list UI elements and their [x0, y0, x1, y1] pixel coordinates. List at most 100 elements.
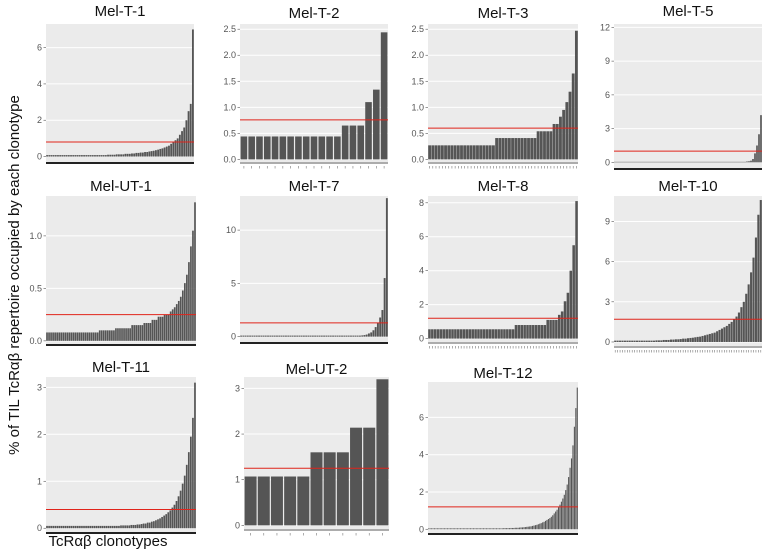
bar: [59, 155, 62, 157]
bar: [660, 340, 663, 342]
bar: [433, 528, 436, 530]
bar: [570, 458, 573, 530]
bar: [350, 427, 363, 526]
bar: [148, 151, 151, 157]
bar: [532, 525, 534, 530]
bar: [740, 161, 742, 163]
bar: [170, 143, 173, 157]
bar: [287, 136, 294, 160]
bar: [448, 528, 450, 530]
bar: [545, 520, 547, 530]
bar: [471, 528, 473, 530]
bar: [244, 476, 257, 526]
bar: [146, 152, 149, 157]
bar: [439, 329, 443, 339]
bar: [91, 155, 94, 157]
bar: [115, 328, 117, 341]
bar: [451, 528, 453, 530]
bar: [113, 154, 116, 157]
bar: [104, 330, 107, 341]
bar: [713, 332, 716, 342]
bar: [694, 337, 697, 342]
y-tick-label: 2: [37, 429, 42, 439]
bar: [631, 340, 634, 342]
bar: [559, 504, 561, 530]
bar: [759, 200, 762, 342]
bar: [556, 509, 558, 530]
y-tick-label: 1.0: [223, 102, 236, 112]
bar: [251, 335, 254, 337]
bar: [107, 154, 109, 157]
bar: [616, 340, 619, 342]
bar: [621, 340, 624, 342]
bar: [161, 148, 164, 157]
y-tick-label: 6: [419, 412, 424, 422]
bar: [500, 329, 503, 339]
bar: [141, 152, 144, 157]
bar: [614, 161, 616, 163]
bar: [520, 138, 524, 160]
bar: [52, 525, 55, 529]
bar: [64, 525, 67, 529]
bar: [167, 314, 170, 341]
bar: [752, 257, 755, 342]
bar: [559, 116, 562, 160]
bar: [756, 145, 758, 163]
bar: [737, 312, 740, 342]
bar: [487, 528, 489, 530]
bar: [690, 161, 692, 163]
bar: [728, 161, 730, 163]
bar: [175, 304, 178, 341]
bar: [194, 382, 196, 529]
bar: [575, 408, 577, 530]
bar: [520, 527, 522, 530]
bar: [118, 154, 120, 157]
bar: [161, 516, 163, 529]
bar: [750, 272, 753, 342]
bar: [733, 319, 736, 342]
bar: [628, 340, 631, 342]
bar: [614, 340, 617, 342]
bar: [460, 145, 463, 160]
bar: [508, 329, 512, 339]
bar: [684, 338, 687, 342]
bar: [48, 332, 50, 341]
bar: [171, 309, 174, 341]
y-tick-label: 2.5: [411, 24, 424, 34]
bar: [136, 524, 139, 529]
bar: [169, 510, 172, 529]
bar: [703, 335, 707, 342]
bar: [253, 335, 256, 337]
bar: [76, 332, 79, 341]
bar: [72, 155, 75, 157]
bar: [174, 140, 177, 157]
bar: [285, 335, 287, 337]
bar: [190, 246, 192, 341]
bar: [352, 335, 355, 337]
bar: [446, 528, 449, 530]
bar: [113, 525, 116, 529]
bar: [46, 155, 48, 157]
bar: [488, 329, 492, 339]
bar: [469, 145, 473, 160]
panel: 0 5 10 Mel-T-7: [226, 178, 388, 344]
bar: [354, 335, 357, 337]
bar: [327, 335, 330, 337]
bar: [307, 335, 310, 337]
bar: [50, 525, 52, 529]
y-tick-label: 5: [231, 278, 236, 288]
bar: [280, 335, 283, 337]
bar: [566, 292, 570, 339]
bar: [118, 525, 120, 529]
y-tick-label: 0.5: [223, 128, 236, 138]
bar: [295, 136, 302, 160]
bar: [527, 526, 529, 530]
bar: [652, 340, 656, 342]
bar: [94, 332, 97, 341]
bar: [276, 335, 278, 337]
y-tick-label: 0: [419, 334, 424, 344]
bar: [454, 329, 457, 339]
bar: [462, 528, 464, 530]
bar: [576, 387, 578, 530]
